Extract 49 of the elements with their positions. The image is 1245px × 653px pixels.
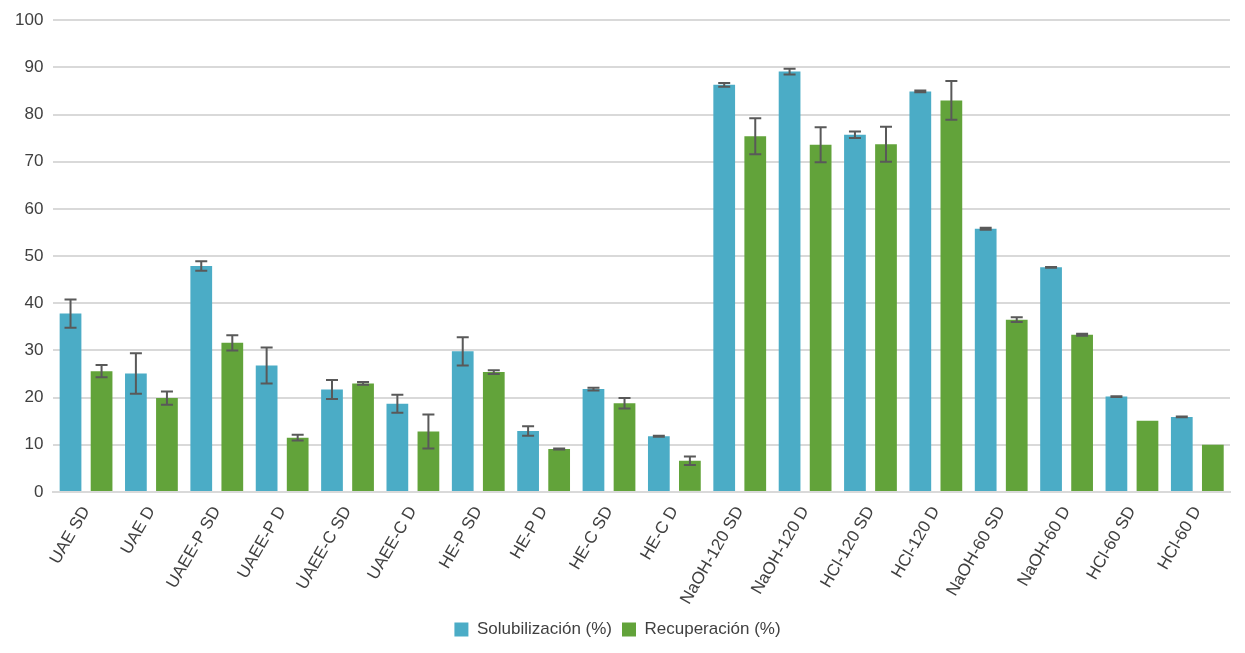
bar bbox=[125, 373, 147, 491]
bar bbox=[156, 398, 178, 491]
bar bbox=[1170, 416, 1193, 491]
y-tick-label: 60 bbox=[24, 198, 44, 218]
legend-label: Solubilización (%) bbox=[476, 619, 613, 639]
y-tick-label: 50 bbox=[24, 245, 44, 265]
bar bbox=[744, 136, 767, 491]
bar bbox=[1201, 444, 1224, 491]
bar bbox=[1040, 267, 1062, 491]
y-tick-label: 0 bbox=[33, 481, 44, 501]
legend-label: Recuperación (%) bbox=[644, 619, 781, 639]
bar bbox=[647, 436, 670, 491]
y-tick-label: 90 bbox=[24, 57, 44, 77]
bar bbox=[190, 265, 213, 491]
y-tick-label: 30 bbox=[24, 340, 44, 360]
bar bbox=[1005, 319, 1028, 491]
bar bbox=[875, 144, 897, 491]
bar bbox=[909, 91, 932, 491]
bar bbox=[451, 351, 474, 491]
bar bbox=[1071, 334, 1093, 491]
bar bbox=[809, 144, 832, 491]
bar bbox=[482, 372, 505, 491]
bar bbox=[613, 403, 636, 491]
y-tick-label: 20 bbox=[24, 387, 44, 407]
bar bbox=[321, 389, 343, 491]
bar bbox=[90, 371, 113, 491]
bar bbox=[713, 84, 736, 491]
bar bbox=[582, 389, 605, 491]
y-tick-label: 70 bbox=[24, 151, 44, 171]
bar bbox=[386, 403, 409, 491]
y-tick-label: 100 bbox=[14, 9, 44, 29]
bar bbox=[940, 100, 963, 491]
bar bbox=[679, 460, 701, 491]
bar bbox=[352, 383, 374, 491]
bar bbox=[548, 448, 571, 491]
bar bbox=[1136, 420, 1159, 491]
y-tick-label: 40 bbox=[24, 292, 44, 312]
bar bbox=[286, 437, 309, 491]
bar bbox=[517, 431, 539, 491]
bar bbox=[844, 134, 866, 491]
bar bbox=[417, 431, 440, 491]
bar bbox=[221, 342, 244, 491]
bar bbox=[59, 313, 82, 491]
y-tick-label: 80 bbox=[24, 104, 44, 124]
bar bbox=[778, 71, 801, 491]
bar bbox=[974, 228, 997, 491]
bar bbox=[255, 365, 278, 491]
bar bbox=[1105, 396, 1128, 491]
y-tick-label: 10 bbox=[24, 434, 44, 454]
